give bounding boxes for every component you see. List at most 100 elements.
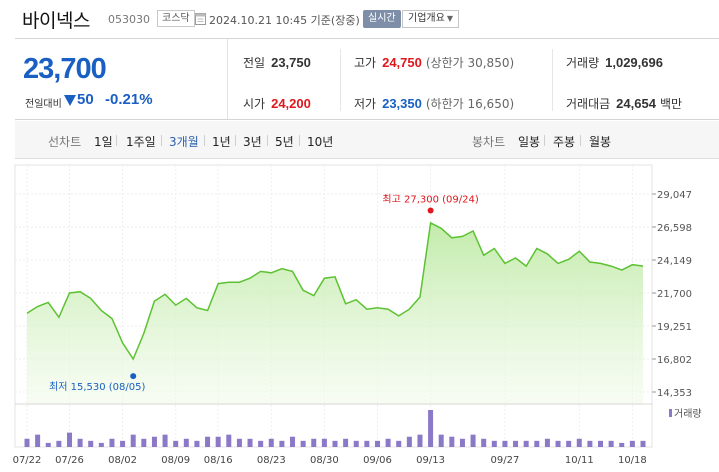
volume-bar xyxy=(236,438,242,447)
prev-close-value: 23,750 xyxy=(271,55,311,70)
volume-bar xyxy=(183,438,189,447)
tab-weekly[interactable]: 주봉 xyxy=(553,135,576,149)
open-price: 시가 24,200 xyxy=(243,95,311,112)
divider xyxy=(299,135,300,146)
volume-bar xyxy=(151,436,157,447)
volume-label: 거래량 xyxy=(566,56,600,70)
x-tick-label: 09/06 xyxy=(363,455,392,466)
volume-bar xyxy=(513,440,519,447)
low-marker xyxy=(130,373,137,380)
divider xyxy=(235,135,236,146)
volume-bar xyxy=(24,438,30,447)
x-tick-label: 08/09 xyxy=(161,455,190,466)
upper-limit: (상한가 30,850) xyxy=(425,56,515,70)
prev-close: 전일 23,750 xyxy=(243,54,311,71)
volume-bar xyxy=(619,442,625,447)
volume-bar xyxy=(88,440,94,447)
x-tick-label: 07/22 xyxy=(13,455,42,466)
tab-5y[interactable]: 5년 xyxy=(275,135,294,149)
volume-bar xyxy=(428,410,434,447)
company-overview-label: 기업개요 xyxy=(408,13,445,24)
stock-header: 바이넥스 053030 코스닥 2024.10.21 10:45 기준(장중) … xyxy=(0,0,719,38)
low-value: 23,350 xyxy=(382,96,422,111)
volume-bar xyxy=(109,438,115,447)
x-tick-label: 10/11 xyxy=(565,455,594,466)
volume-bar xyxy=(173,440,179,447)
x-tick-label: 08/30 xyxy=(310,455,339,466)
volume-bar xyxy=(321,438,327,447)
volume-bar xyxy=(396,440,402,447)
change-value: 50 xyxy=(77,91,94,108)
amount-value: 24,654 xyxy=(616,96,656,111)
chevron-down-icon: ▼ xyxy=(446,14,453,23)
volume-value: 1,029,696 xyxy=(605,55,663,70)
amount-label: 거래대금 xyxy=(566,97,611,111)
volume-bar xyxy=(608,440,614,447)
open-value: 24,200 xyxy=(271,96,311,111)
volume-bar xyxy=(56,440,62,447)
x-tick-label: 07/26 xyxy=(55,455,84,466)
volume: 거래량 1,029,696 xyxy=(566,54,663,71)
volume-bar xyxy=(459,438,465,447)
tab-10y[interactable]: 10년 xyxy=(307,135,334,149)
line-chart-label: 선차트 xyxy=(48,135,82,149)
volume-bar xyxy=(555,440,561,447)
x-tick-label: 10/18 xyxy=(618,455,647,466)
candle-chart-label: 봉차트 xyxy=(472,135,506,149)
chart-period-tabs: 선차트 1일 1주일 3개월 1년 3년 5년 10년 봉차트 일봉 주봉 월봉 xyxy=(15,121,719,159)
tab-3m[interactable]: 3개월 xyxy=(169,135,199,149)
y-tick-label: 19,251 xyxy=(657,322,692,333)
volume-bar xyxy=(502,440,508,447)
high-marker xyxy=(427,207,434,214)
volume-bar xyxy=(523,440,529,447)
down-triangle-icon xyxy=(64,95,76,106)
tab-3y[interactable]: 3년 xyxy=(243,135,262,149)
current-price-panel: 23,700 전일대비 50 -0.21% xyxy=(15,39,228,119)
divider xyxy=(580,135,581,146)
low-label: 저가 xyxy=(354,97,377,111)
volume-bar xyxy=(45,442,51,447)
volume-bar xyxy=(130,434,136,447)
realtime-button[interactable]: 실시간 xyxy=(363,10,401,28)
divider xyxy=(544,135,545,146)
volume-bar xyxy=(491,440,497,447)
divider xyxy=(552,49,553,111)
volume-bar xyxy=(332,440,338,447)
tab-1d[interactable]: 1일 xyxy=(94,135,113,149)
volume-bar xyxy=(247,438,253,447)
volume-bar xyxy=(268,438,274,447)
tab-1w[interactable]: 1주일 xyxy=(126,135,156,149)
volume-bar xyxy=(258,440,264,447)
high-price: 고가 24,750 (상한가 30,850) xyxy=(354,54,514,71)
price-area xyxy=(27,222,643,405)
lower-limit: (하한가 16,650) xyxy=(425,97,515,111)
prev-close-label: 전일 xyxy=(243,56,266,70)
volume-bar xyxy=(300,440,306,447)
divider xyxy=(267,135,268,146)
volume-legend-label: 거래량 xyxy=(674,408,702,420)
volume-bar xyxy=(438,434,444,447)
tab-1y[interactable]: 1년 xyxy=(212,135,231,149)
volume-bar xyxy=(35,434,41,447)
price-chart: 29,047 26,598 24,149 21,700 19,251 16,802 14,3… xyxy=(0,160,719,472)
x-tick-label: 08/23 xyxy=(257,455,286,466)
volume-bar xyxy=(343,438,349,447)
volume-bar xyxy=(77,438,83,447)
tab-monthly[interactable]: 월봉 xyxy=(589,135,612,149)
x-tick-label: 08/02 xyxy=(108,455,137,466)
volume-bar xyxy=(406,436,412,447)
volume-bar xyxy=(385,438,391,447)
volume-bar xyxy=(120,440,126,447)
volume-bar xyxy=(353,440,359,447)
low-annotation: 최저 15,530 (08/05) xyxy=(49,381,145,393)
y-tick-label: 16,802 xyxy=(657,355,692,366)
y-tick-label: 29,047 xyxy=(657,190,692,201)
tab-daily[interactable]: 일봉 xyxy=(518,135,541,149)
divider xyxy=(116,135,117,146)
high-annotation: 최고 27,300 (09/24) xyxy=(382,194,478,206)
volume-bar xyxy=(587,440,593,447)
volume-bar xyxy=(141,438,147,447)
volume-bar xyxy=(205,436,211,447)
company-overview-button[interactable]: 기업개요 ▼ xyxy=(402,10,459,28)
x-tick-label: 09/27 xyxy=(491,455,520,466)
